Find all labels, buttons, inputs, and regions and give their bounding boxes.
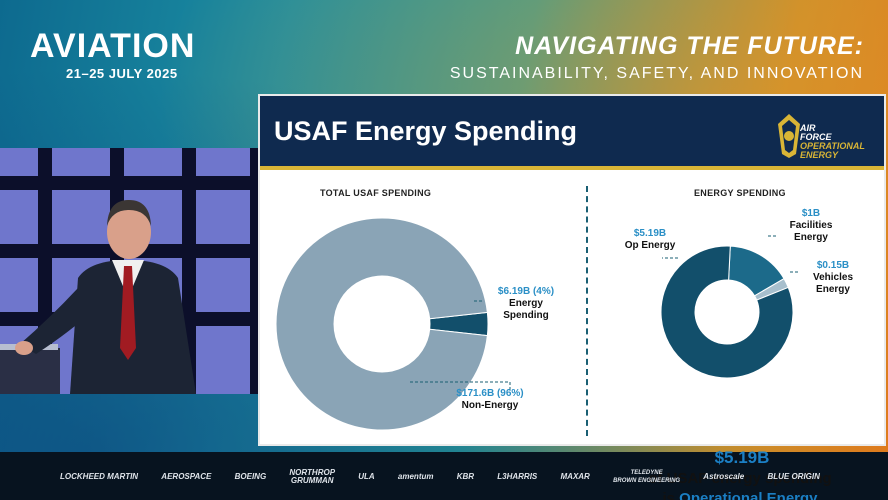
sponsor-maxar: MAXAR bbox=[560, 472, 590, 481]
logo-wordmark: AIR FORCE OPERATIONAL ENERGY bbox=[800, 123, 865, 160]
chart-title-total: TOTAL USAF SPENDING bbox=[320, 188, 432, 198]
sponsor-blue-origin: BLUE ORIGIN bbox=[767, 472, 820, 481]
slide-title: USAF Energy Spending bbox=[274, 116, 578, 146]
non-energy-leader-line bbox=[410, 381, 511, 390]
presentation-slide: USAF Energy Spending AIR FORCE OPERATION… bbox=[258, 94, 886, 500]
non-energy-label: $171.6B (96%) Non-Energy bbox=[440, 388, 540, 412]
slide-divider bbox=[586, 186, 588, 436]
sponsor-boeing: BOEING bbox=[234, 472, 267, 481]
vehicles-energy-label: $0.15B Vehicles Energy bbox=[798, 260, 868, 296]
sponsor-amentum: amentum bbox=[397, 472, 434, 481]
sponsor-teledyne: TELEDYNE BROWN ENGINEERING bbox=[613, 470, 681, 484]
sponsor-ula: ULA bbox=[358, 472, 375, 481]
sponsor-astroscale: Astroscale bbox=[703, 472, 745, 481]
summary-emphasis: Operational Energy bbox=[679, 490, 818, 500]
vehicles-energy-value: $0.15B bbox=[816, 260, 850, 271]
energy-spending-value: $6.19B (4%) bbox=[497, 286, 555, 297]
facilities-energy-value: $1B bbox=[801, 208, 821, 219]
tagline-main: NAVIGATING THE FUTURE: bbox=[515, 32, 864, 60]
event-name: AVIATION bbox=[30, 27, 196, 65]
sponsor-kbr: KBR bbox=[456, 472, 475, 481]
sponsor-aerospace: AEROSPACE bbox=[161, 472, 212, 481]
summary-line1: of USAF energy spending bbox=[648, 470, 832, 487]
air-force-emblem-icon bbox=[778, 114, 800, 158]
total-slice-non-energy bbox=[275, 217, 488, 431]
chart-title-energy: ENERGY SPENDING bbox=[694, 188, 786, 198]
event-tagline: NAVIGATING THE FUTURE: SUSTAINABILITY, S… bbox=[450, 32, 864, 83]
non-energy-value: $171.6B (96%) bbox=[456, 388, 524, 399]
air-force-operational-energy-logo: AIR FORCE OPERATIONAL ENERGY bbox=[778, 108, 870, 162]
sponsor-bar bbox=[0, 452, 888, 500]
op-energy-value: $5.19B bbox=[633, 228, 667, 239]
energy-spending-donut bbox=[660, 235, 798, 379]
tagline-sub: SUSTAINABILITY, SAFETY, AND INNOVATION bbox=[449, 65, 864, 82]
energy-spending-label: $6.19B (4%) Energy Spending bbox=[482, 286, 570, 322]
sponsor-logos: LOCKHEED MARTIN AEROSPACE BOEING NORTHRO… bbox=[60, 466, 820, 488]
sponsor-lockheed-martin: LOCKHEED MARTIN bbox=[60, 472, 139, 481]
sponsor-l3harris: L3HARRIS bbox=[497, 472, 538, 481]
energy-slice-op-energy bbox=[660, 245, 794, 379]
total-spending-donut bbox=[275, 217, 511, 431]
facilities-energy-label: $1B Facilities Energy bbox=[776, 208, 846, 244]
stage-backdrop-icon bbox=[0, 148, 258, 394]
event-dates: 21–25 JULY 2025 bbox=[66, 66, 178, 81]
speaker-figure bbox=[15, 200, 196, 394]
speaker-video bbox=[0, 148, 258, 394]
energy-spending-chart: ENERGY SPENDING $5.19B Op Energy $1B Fac… bbox=[590, 176, 884, 500]
op-energy-label: $5.19B Op Energy bbox=[620, 228, 680, 252]
sponsor-northrop-grumman: NORTHROP GRUMMAN bbox=[289, 468, 336, 485]
slide-header: USAF Energy Spending AIR FORCE OPERATION… bbox=[260, 96, 884, 170]
summary-line2: is Operational Energy bbox=[590, 490, 888, 500]
summary-value: $5.19B bbox=[714, 448, 770, 467]
event-logo: AVIATION 21–25 JULY 2025 bbox=[30, 28, 195, 81]
total-spending-chart: TOTAL USAF SPENDING $6.19B (4%) Energy S… bbox=[260, 176, 584, 446]
